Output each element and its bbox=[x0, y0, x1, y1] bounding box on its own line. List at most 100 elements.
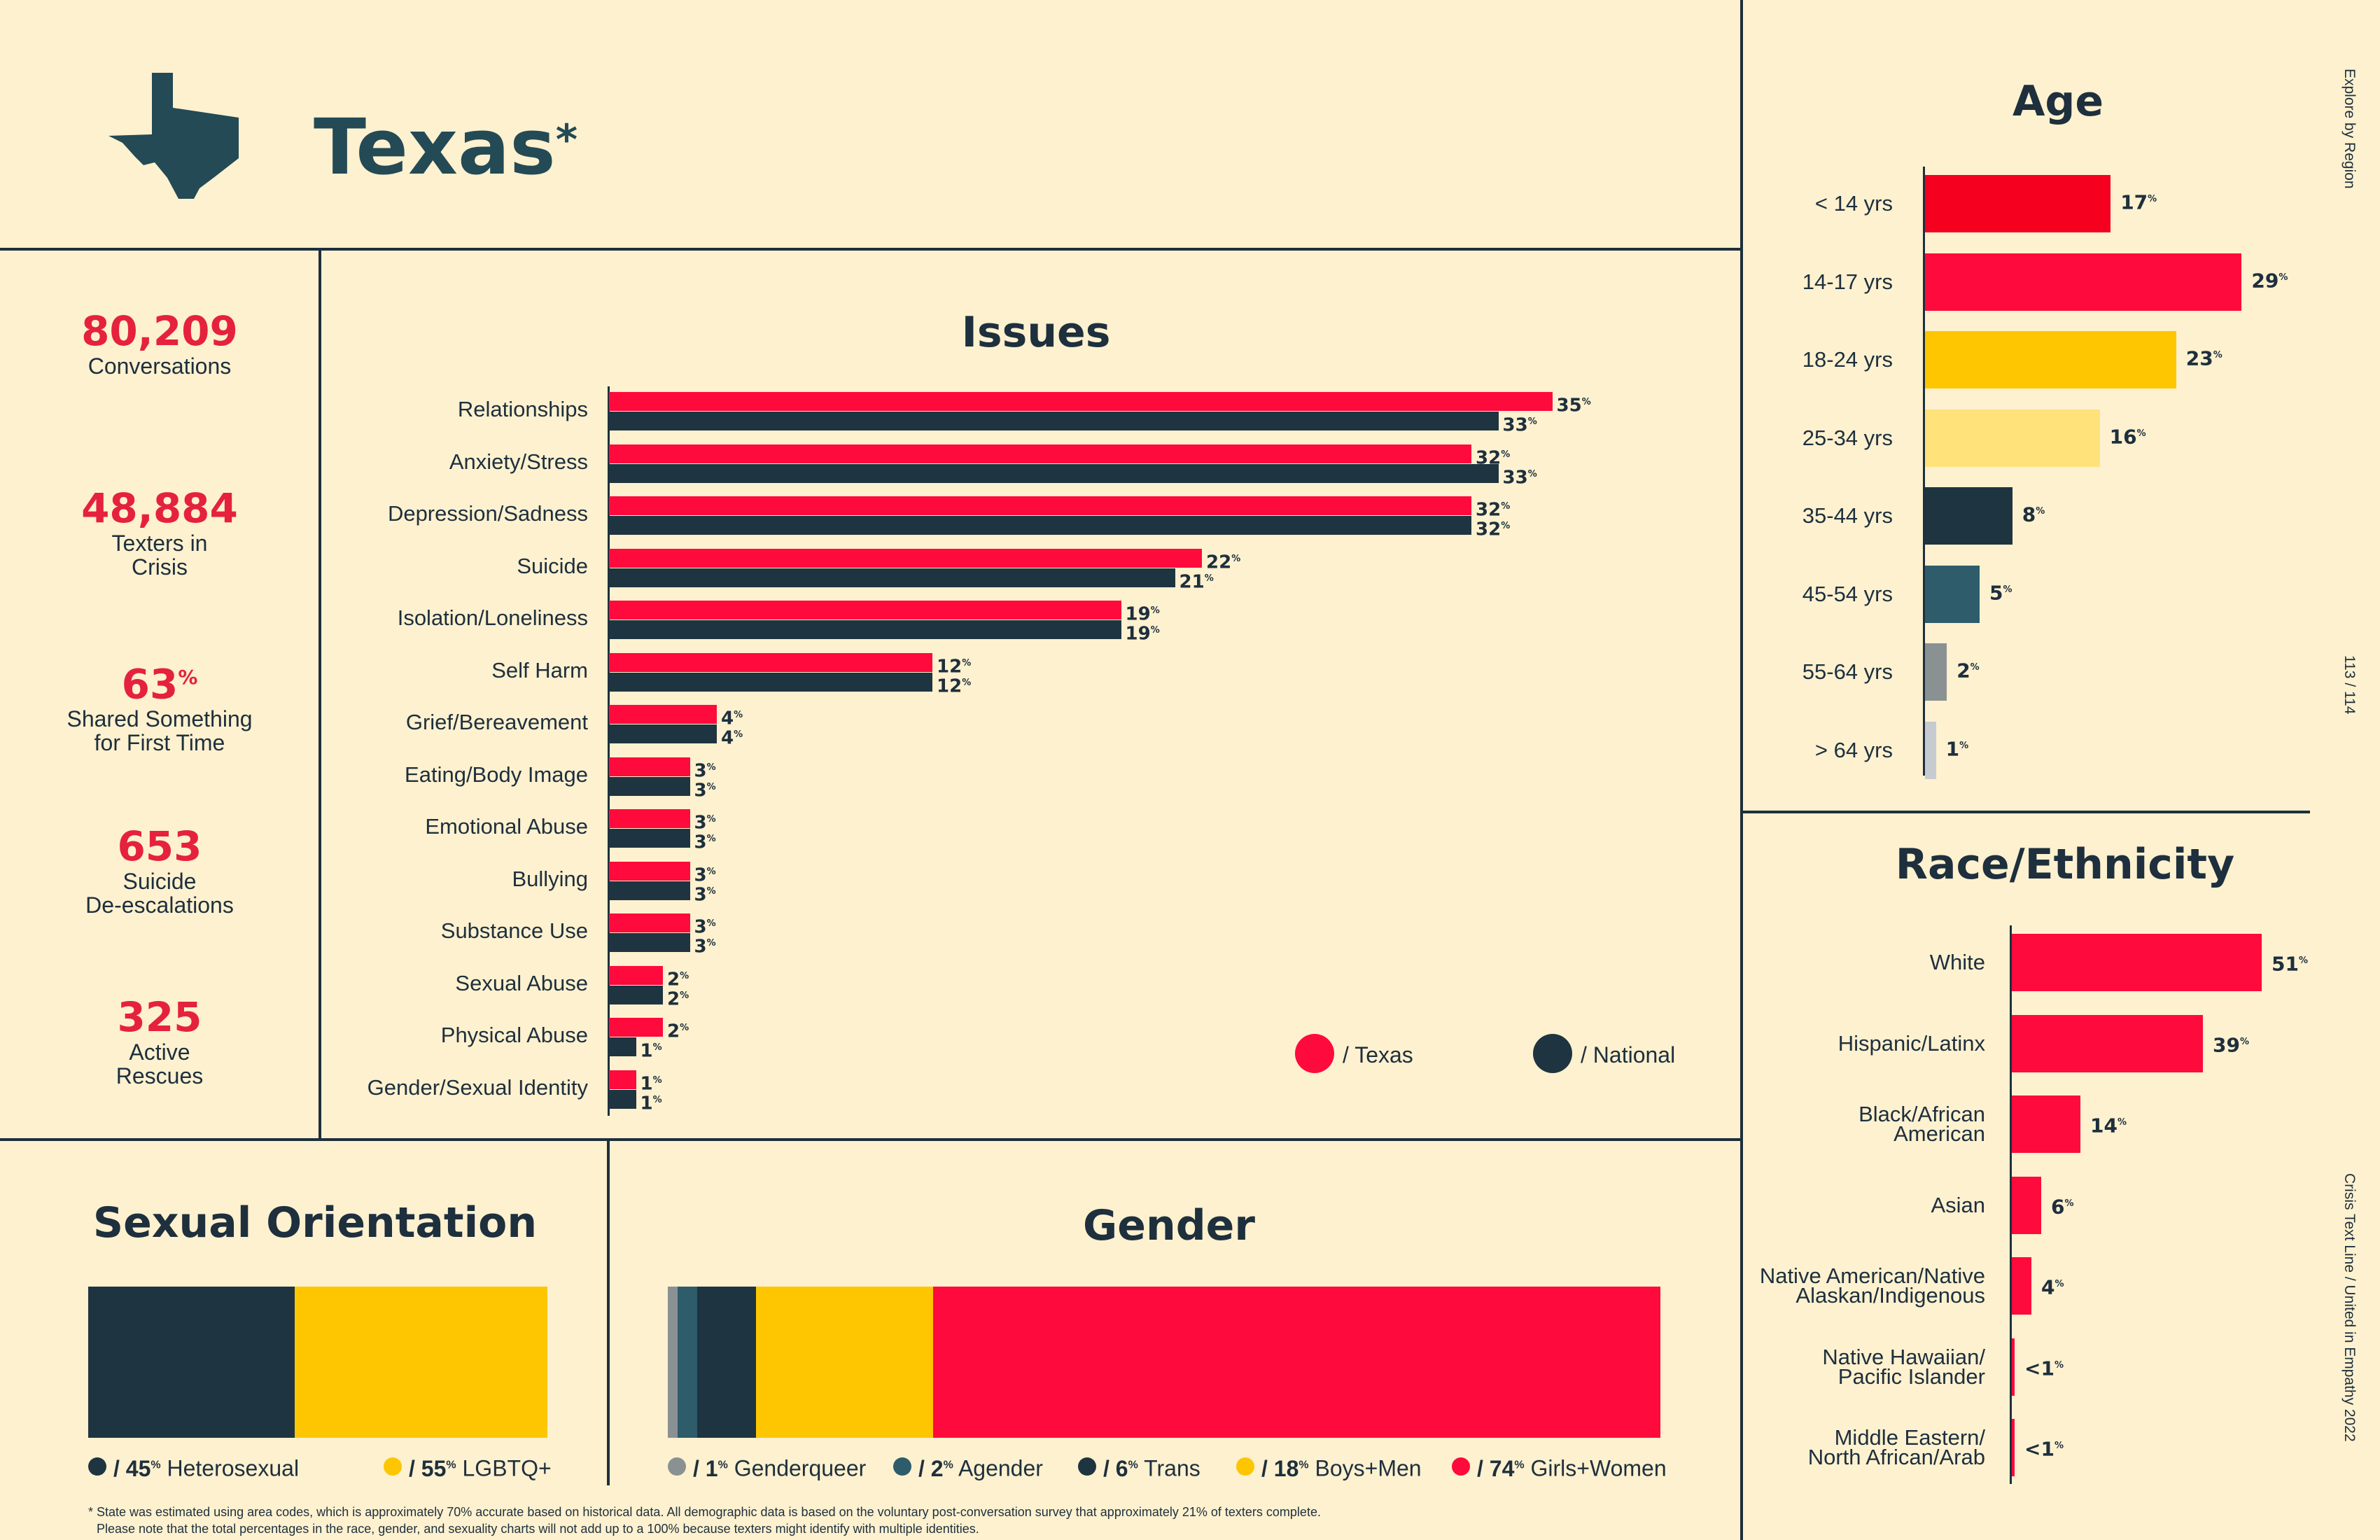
stat-label: Conversations bbox=[88, 354, 232, 379]
legend-dot bbox=[88, 1457, 106, 1476]
issues-axis bbox=[608, 386, 610, 1116]
issues-bar-texas bbox=[609, 496, 1471, 515]
age-bar bbox=[1925, 487, 2012, 545]
race-bar bbox=[2012, 1176, 2041, 1234]
issues-value-label: 32% bbox=[1476, 519, 1511, 540]
issues-category-label: Gender/Sexual Identity bbox=[367, 1074, 588, 1100]
issues-value-label: 3% bbox=[694, 812, 716, 834]
stat-value: 80,209 bbox=[81, 307, 238, 355]
age-category-label: 25-34 yrs bbox=[1802, 425, 1893, 450]
stat-label: Suicide bbox=[122, 869, 197, 894]
race-value-label: 4% bbox=[2041, 1275, 2064, 1299]
legend-dot bbox=[1452, 1457, 1470, 1476]
race-category-label: Native American/Native Alaskan/Indigenous bbox=[1759, 1264, 1985, 1308]
issues-bar-texas bbox=[609, 601, 1121, 620]
issues-category-label: Isolation/Loneliness bbox=[397, 606, 588, 630]
issues-value-label: 19% bbox=[1125, 623, 1160, 645]
age-category-label: 14-17 yrs bbox=[1802, 269, 1893, 294]
stat-label: Shared Something bbox=[66, 706, 253, 732]
issues-category-label: Physical Abuse bbox=[440, 1023, 588, 1047]
stat-value: 653 bbox=[117, 822, 202, 870]
age-value-label: 23% bbox=[2185, 346, 2222, 370]
footnote-line-2: Please note that the total percentages i… bbox=[97, 1522, 979, 1536]
issues-bar-texas bbox=[609, 965, 663, 985]
title-asterisk: * bbox=[555, 115, 578, 164]
issues-bar-national bbox=[609, 412, 1499, 430]
stat-label: Texters in bbox=[111, 531, 208, 556]
issues-bar-texas bbox=[609, 652, 932, 672]
issues-value-label: 3% bbox=[694, 780, 716, 802]
issues-category-label: Anxiety/Stress bbox=[449, 449, 588, 474]
issues-bar-texas bbox=[609, 757, 690, 776]
divider-header-bottom bbox=[0, 248, 1742, 251]
issues-value-label: 19% bbox=[1125, 603, 1160, 625]
age-category-label: 45-54 yrs bbox=[1802, 581, 1893, 606]
side-text-page: 113 / 114 bbox=[2342, 655, 2358, 715]
age-value-label: 5% bbox=[1989, 580, 2012, 604]
issues-value-label: 1% bbox=[640, 1073, 662, 1095]
issues-category-label: Depression/Sadness bbox=[387, 501, 588, 526]
divider-right-column bbox=[1740, 0, 1743, 1540]
stat-first-time: 63% Shared Something for First Time bbox=[0, 654, 319, 755]
stat-label: Rescues bbox=[115, 1063, 204, 1088]
sexual-orientation-title: Sexual Orientation bbox=[92, 1198, 538, 1247]
age-axis bbox=[1923, 167, 1925, 776]
divider-age-race bbox=[1740, 811, 2310, 813]
legend-national-label: / National bbox=[1581, 1042, 1676, 1068]
age-bar bbox=[1925, 409, 2100, 467]
issues-value-label: 2% bbox=[667, 969, 690, 990]
issues-bar-texas bbox=[609, 705, 717, 724]
age-title: Age bbox=[2012, 77, 2104, 126]
issues-category-label: Suicide bbox=[517, 553, 588, 578]
issues-bar-national bbox=[609, 881, 690, 900]
race-category-label: Middle Eastern/North African/Arab bbox=[1807, 1425, 1985, 1469]
age-value-label: 17% bbox=[2120, 190, 2157, 214]
issues-bar-texas bbox=[609, 1018, 663, 1037]
issues-bar-texas bbox=[609, 913, 690, 932]
stat-label: Crisis bbox=[132, 554, 188, 580]
legend-label: / 18% Boys+Men bbox=[1261, 1455, 1422, 1481]
issues-value-label: 3% bbox=[694, 916, 716, 938]
legend-dot bbox=[1236, 1457, 1254, 1476]
stacked-segment-girls-women bbox=[933, 1287, 1660, 1438]
issues-bar-national bbox=[609, 672, 932, 692]
race-category-label: Hispanic/Latinx bbox=[1837, 1030, 1985, 1056]
legend-texas-dot bbox=[1295, 1034, 1334, 1073]
issues-bar-national bbox=[609, 776, 690, 796]
issues-bar-national bbox=[609, 829, 690, 848]
issues-value-label: 3% bbox=[694, 864, 716, 886]
age-value-label: 2% bbox=[1956, 659, 1980, 682]
issues-bar-national bbox=[609, 1037, 636, 1056]
legend-label: / 55% LGBTQ+ bbox=[409, 1455, 552, 1481]
issues-value-label: 3% bbox=[694, 936, 716, 958]
issues-value-label: 1% bbox=[640, 1093, 662, 1114]
race-bar bbox=[2012, 1257, 2031, 1315]
issues-category-label: Sexual Abuse bbox=[455, 970, 588, 995]
issues-value-label: 4% bbox=[721, 727, 743, 749]
divider-stats bbox=[318, 248, 321, 1140]
divider-bottom-split bbox=[607, 1138, 610, 1485]
race-category-label: Black/African American bbox=[1858, 1102, 1985, 1146]
race-bar bbox=[2012, 1419, 2015, 1476]
stat-label: for First Time bbox=[94, 730, 225, 756]
stat-rescues: 325 Active Rescues bbox=[0, 994, 319, 1088]
race-value-label: 39% bbox=[2213, 1032, 2249, 1056]
footnote-line-1: * State was estimated using area codes, … bbox=[88, 1505, 1321, 1519]
issues-bar-national bbox=[609, 568, 1175, 587]
issues-value-label: 21% bbox=[1179, 571, 1214, 593]
legend-national-dot bbox=[1533, 1034, 1572, 1073]
issues-bar-national bbox=[609, 933, 690, 952]
issues-title: Issues bbox=[961, 308, 1111, 357]
issues-category-label: Self Harm bbox=[491, 657, 588, 682]
stacked-segment-trans bbox=[697, 1287, 757, 1438]
issues-bar-national bbox=[609, 463, 1499, 483]
issues-value-label: 2% bbox=[667, 988, 690, 1010]
stacked-segment-genderqueer bbox=[668, 1287, 678, 1438]
race-category-label: Asian bbox=[1931, 1192, 1985, 1217]
legend-texas-label: / Texas bbox=[1343, 1042, 1413, 1068]
age-bar bbox=[1925, 253, 2242, 311]
race-bar bbox=[2012, 934, 2262, 991]
race-category-label: White bbox=[1929, 950, 1985, 974]
issues-bar-texas bbox=[609, 548, 1202, 568]
texas-map-icon bbox=[108, 73, 239, 199]
